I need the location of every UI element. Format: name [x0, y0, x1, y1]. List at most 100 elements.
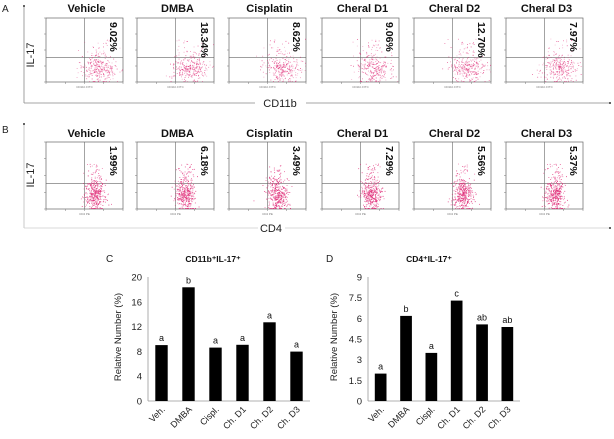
dot-plot: DMBA 6.18% CD4 PE	[135, 128, 215, 216]
significance-label: ab	[477, 312, 487, 322]
significance-label: ab	[502, 315, 512, 325]
panel-a-y-arrow	[23, 5, 25, 7]
panel-b-letter: B	[2, 125, 9, 136]
x-tick-label: Cispl.	[198, 404, 221, 427]
dot-plot-title: Vehicle	[68, 128, 106, 140]
dot-cloud	[165, 39, 214, 82]
x-axis-caption: CD4 PE	[355, 212, 366, 216]
dot-plot: Cheral D2 5.56% CD4 PE	[412, 128, 492, 216]
dot-plot: Cheral D3 7.97% CD11b FITC	[504, 3, 584, 89]
x-tick-label: Veh.	[147, 404, 167, 424]
panel-b-y-arrow	[23, 123, 25, 125]
y-tick-label: 7.5	[349, 293, 362, 304]
dot-cloud	[350, 39, 398, 82]
y-tick-label: 1.5	[349, 376, 362, 387]
significance-label: a	[294, 340, 299, 350]
x-axis-caption: CD11b FITC	[352, 85, 369, 89]
dot-plot-title: Cisplatin	[246, 3, 293, 15]
dot-plot-title: Cheral D2	[429, 128, 480, 140]
y-tick-label: 4.5	[349, 335, 362, 346]
x-tick-label: Ch. D1	[435, 404, 462, 431]
significance-label: a	[240, 333, 245, 343]
quadrant-percent: 6.18%	[198, 146, 210, 176]
panel-c-letter: C	[106, 254, 113, 265]
x-axis-caption: CD11b FITC	[444, 85, 461, 89]
dot-cloud	[256, 38, 306, 82]
significance-label: a	[267, 310, 272, 320]
panel-d-letter: D	[326, 254, 333, 265]
y-tick-label: 0	[357, 397, 362, 408]
x-tick-label: Veh.	[366, 404, 386, 424]
x-axis-caption: CD11b FITC	[167, 85, 184, 89]
x-tick-label: Ch. D3	[486, 404, 513, 431]
x-axis-caption: CD11b FITC	[259, 85, 276, 89]
quadrant-percent: 3.49%	[290, 146, 302, 176]
x-axis-caption: CD4 PE	[447, 212, 458, 216]
dot-cloud	[447, 163, 480, 209]
dot-plot-title: DMBA	[161, 128, 194, 140]
dot-plot: Cheral D2 12.70% CD11b FITC	[412, 3, 492, 89]
bar	[450, 300, 463, 401]
chart-c-title: CD11b⁺IL-17⁺	[185, 254, 241, 264]
bar	[182, 287, 195, 401]
x-tick-label: Ch. D1	[221, 404, 248, 431]
y-tick-label: 6	[357, 314, 362, 325]
dot-cloud	[532, 38, 582, 82]
dot-plot-title: Cheral D2	[429, 3, 480, 15]
y-tick-label: 4	[137, 372, 142, 383]
panel-a-x-label: CD11b	[263, 98, 296, 110]
significance-label: a	[429, 341, 434, 351]
panel-a-letter: A	[2, 4, 9, 15]
bar	[476, 324, 488, 401]
chart-c-y-label: Relative Number (%)	[113, 293, 124, 381]
panel-b-x-label: CD4	[260, 223, 282, 235]
dot-plot: Cheral D1 9.06% CD11b FITC	[320, 3, 400, 89]
dot-cloud	[76, 39, 123, 82]
dot-cloud	[357, 163, 386, 209]
quadrant-percent: 1.99%	[107, 146, 119, 176]
chart-c: C CD11b⁺IL-17⁺ Relative Number (%) 0 4 8 12…	[106, 254, 310, 431]
chart-d: D CD4⁺IL-17⁺ Relative Number (%) 0 1.5 3 4.…	[326, 254, 520, 431]
dot-cloud	[80, 163, 112, 209]
bar	[400, 315, 412, 401]
x-tick-label: DMBA	[168, 404, 193, 429]
dot-plot: Cisplatin 3.49% CD4 PE	[227, 128, 307, 216]
x-tick-label: Ch. D2	[461, 404, 488, 431]
quadrant-percent: 5.56%	[475, 146, 487, 176]
dot-plot: Cheral D1 7.29% CD4 PE	[320, 128, 400, 216]
dot-plot: Cisplatin 8.62% CD11b FITC	[227, 3, 307, 89]
significance-label: a	[159, 333, 164, 343]
x-axis-caption: CD4 PE	[539, 212, 550, 216]
bar	[236, 344, 249, 401]
panel-b-x-arrow	[609, 227, 611, 229]
dot-cloud	[170, 163, 200, 209]
quadrant-percent: 7.29%	[383, 146, 395, 176]
dot-plot: DMBA 18.34% CD11b FITC	[135, 3, 215, 89]
y-tick-label: 20	[131, 273, 142, 284]
dot-cloud	[442, 38, 491, 82]
x-axis-caption: CD11b FITC	[536, 85, 553, 89]
panel-b-y-label: IL-17	[25, 162, 37, 187]
significance-label: b	[186, 275, 191, 285]
bar	[263, 322, 276, 401]
y-tick-label: 16	[131, 297, 142, 308]
bar	[501, 327, 514, 401]
quadrant-percent: 12.70%	[475, 22, 487, 58]
bar	[155, 345, 168, 401]
chart-d-y-label: Relative Number (%)	[329, 293, 340, 381]
dot-cloud	[540, 163, 570, 209]
y-tick-label: 12	[131, 322, 142, 333]
significance-label: b	[403, 304, 408, 314]
y-tick-label: 0	[137, 397, 142, 408]
quadrant-percent: 5.37%	[567, 146, 579, 176]
x-tick-label: DMBA	[386, 404, 411, 429]
quadrant-percent: 8.62%	[290, 22, 302, 52]
x-tick-label: Cispl.	[414, 404, 437, 427]
dot-plot-title: Cheral D1	[337, 3, 388, 15]
dot-plot: Cheral D3 5.37% CD4 PE	[504, 128, 584, 216]
